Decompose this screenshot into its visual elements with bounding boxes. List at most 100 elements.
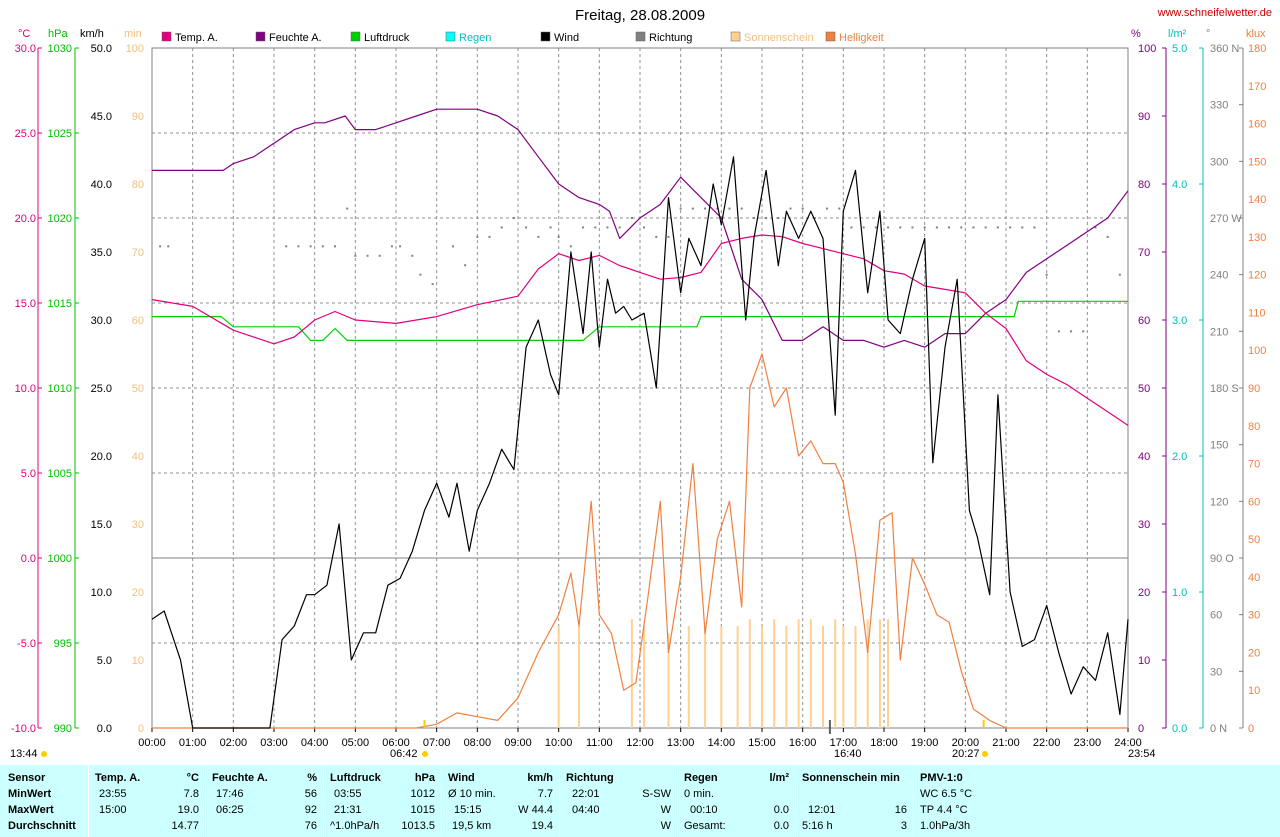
x-tick-label: 19:00 [911,737,939,749]
direction-axis-tick: 90 O [1210,553,1234,565]
chart-title: Freitag, 28.08.2009 [575,7,705,24]
stats-col-pmv: PMV-1:0 WC 6.5 °C TP 4.4 °C 1.0hPa/3h [914,765,1280,837]
sunset-label: 20:27 [952,748,980,760]
wind-axis-tick: 25.0 [91,383,112,395]
direction-point [862,226,865,229]
series-line-wind [151,156,1129,729]
pressure-axis-tick: 1015 [48,298,72,310]
direction-point [618,226,621,229]
stats-rain-duration: 0 min. [684,788,714,800]
rain-axis-tick: 2.0 [1172,451,1187,463]
stats-sunshine-max: 16 [894,804,907,816]
time-start-label: 13:44 [10,748,38,760]
stats-rain-unit: l/m² [769,772,789,784]
pressure-axis-tick: 1005 [48,468,72,480]
stats-direction-min: S-SW [642,788,671,800]
stats-wind-avg10: Ø 10 min. [448,788,496,800]
stats-pmv-trend: 1.0hPa/3h [920,820,971,832]
unit-wind: km/h [80,28,104,40]
stats-pmv-windchill: WC 6.5 °C [920,788,973,800]
x-tick-label: 22:00 [1033,737,1061,749]
sun-axis-tick: 80 [132,179,144,191]
direction-point [488,235,491,238]
direction-point [399,245,402,248]
direction-point [716,207,719,210]
statistics-panel: Sensor MinWert MaxWert Durchschnitt Temp… [0,765,1280,837]
legend-label: Feuchte A. [269,32,322,44]
direction-axis-tick: 180 S [1210,383,1239,395]
stats-sensor-label: Sensor [8,772,46,784]
sun-markers [41,720,988,757]
x-tick-label: 01:00 [179,737,207,749]
temp-axis-tick: -5.0 [17,638,36,650]
stats-temp-max-time: 15:00 [99,804,127,816]
plot-area [151,108,1129,729]
lux-axis-tick: 130 [1248,232,1266,244]
pressure-axis-tick: 1000 [48,553,72,565]
stats-humidity-min: 56 [304,788,317,800]
unit-lux: klux [1246,28,1266,40]
sun-axis-tick: 70 [132,247,144,259]
x-tick-label: 04:00 [301,737,329,749]
stats-col-direction: Richtung 22:01 04:40 S-SW W W [560,765,678,837]
stats-direction-min-time: 22:01 [572,788,600,800]
direction-point [691,207,694,210]
lux-axis-tick: 100 [1248,345,1266,357]
direction-point [972,226,975,229]
stats-rain-label: Regen [684,772,718,784]
direction-point [431,283,434,286]
x-tick-label: 24:00 [1114,737,1142,749]
series-line-helligkeit [152,353,1128,729]
rain-axis-tick: 1.0 [1172,587,1187,599]
lux-axis-tick: 160 [1248,119,1266,131]
direction-axis-tick: 0 N [1210,723,1227,735]
direction-point [1082,330,1085,333]
sun-axis-tick: 50 [132,383,144,395]
pressure-axis-tick: 1030 [48,43,72,55]
direction-point [594,226,597,229]
stats-pressure-avg: 1013.5 [401,820,435,832]
unit-rain: l/m² [1168,28,1187,40]
stats-direction-avg: W [660,820,671,832]
direction-point [826,207,829,210]
stats-wind-unit: km/h [527,772,553,784]
x-tick-label: 10:00 [545,737,573,749]
direction-axis-tick: 60 [1210,610,1222,622]
direction-point [960,226,963,229]
legend-swatch [161,31,172,42]
direction-point [1070,330,1073,333]
stats-rain-total-label: Gesamt: [684,820,726,832]
direction-point [167,245,170,248]
legend-label: Wind [554,32,579,44]
direction-point [679,207,682,210]
lux-axis-tick: 110 [1248,307,1266,319]
x-tick-label: 08:00 [464,737,492,749]
stats-direction-max: W [660,804,671,816]
x-tick-label: 02:00 [220,737,248,749]
direction-point [557,235,560,238]
stats-sunshine-label: Sonnenschein min [802,772,900,784]
humidity-axis-tick: 10 [1138,655,1150,667]
pressure-axis-tick: 1020 [48,213,72,225]
direction-point [667,235,670,238]
left-axes: 30.025.020.015.010.05.00.0-5.0-10.010301… [11,43,144,735]
direction-point [297,245,300,248]
series-line-feuchte-a [152,108,1129,348]
direction-point [411,254,414,257]
direction-point [874,226,877,229]
temp-axis-tick: 30.0 [15,43,36,55]
pressure-axis-tick: 995 [54,638,72,650]
direction-point [1094,226,1097,229]
stats-humidity-avg: 76 [304,820,317,832]
direction-point [984,226,987,229]
direction-axis-tick: 300 [1210,156,1228,168]
direction-axis-tick: 270 W [1210,213,1242,225]
website-link[interactable]: www.schneifelwetter.de [1157,7,1272,19]
direction-point [549,226,552,229]
pressure-axis-tick: 990 [54,723,72,735]
stats-wind-label: Wind [448,772,475,784]
legend-swatch [445,31,456,42]
stats-humidity-max-time: 06:25 [216,804,244,816]
series-line-luftdruck [152,300,1128,341]
x-axis: 00:00 01:00 02:00 03:00 04:00 05:00 06:00 07:00… [10,728,1156,760]
